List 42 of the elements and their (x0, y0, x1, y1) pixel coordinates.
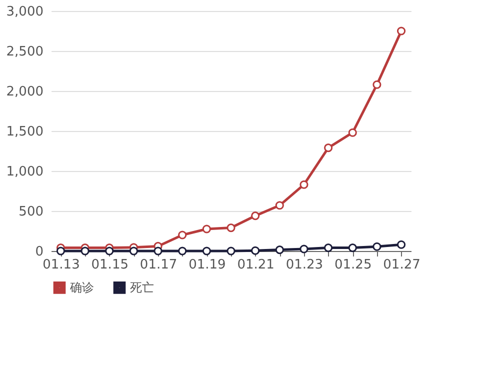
legend-label: 确诊 (69, 280, 94, 295)
y-tick-label: 500 (18, 204, 44, 220)
point (202, 246, 211, 256)
point (251, 246, 260, 255)
point (275, 246, 284, 254)
x-tick-label: 01.23 (286, 258, 324, 272)
point (348, 128, 357, 137)
point (275, 201, 284, 210)
x-tick-label: 01.21 (237, 258, 274, 272)
y-tick-label: 0 (35, 244, 44, 260)
point (202, 224, 211, 234)
point (348, 244, 357, 252)
y-tick-label: 3,000 (6, 4, 44, 20)
point (324, 144, 333, 152)
point (300, 180, 308, 189)
point (396, 240, 406, 249)
point (105, 246, 114, 256)
point (300, 244, 308, 254)
point (372, 242, 382, 251)
y-tick-label: 1,500 (6, 124, 44, 140)
x-tick-label: 01.25 (334, 258, 372, 272)
point (396, 26, 406, 36)
point (129, 246, 138, 256)
point (372, 80, 382, 89)
x-tick-label: 01.27 (383, 258, 420, 272)
y-tick-label: 2,000 (6, 84, 44, 100)
point (324, 244, 333, 252)
legend-label: 死亡 (130, 280, 154, 295)
x-tick-label: 01.13 (42, 258, 80, 272)
x-tick-label: 01.15 (91, 258, 128, 272)
y-tick-label: 2,500 (6, 44, 44, 60)
point (154, 246, 162, 256)
point (251, 212, 260, 220)
point (226, 246, 236, 256)
y-tick-label: 1,000 (6, 164, 44, 180)
point (226, 224, 236, 232)
point (80, 246, 90, 256)
x-tick-label: 01.17 (140, 258, 178, 272)
point (178, 246, 187, 256)
point (178, 230, 187, 240)
point (56, 246, 66, 256)
x-tick-label: 01.19 (188, 258, 226, 272)
